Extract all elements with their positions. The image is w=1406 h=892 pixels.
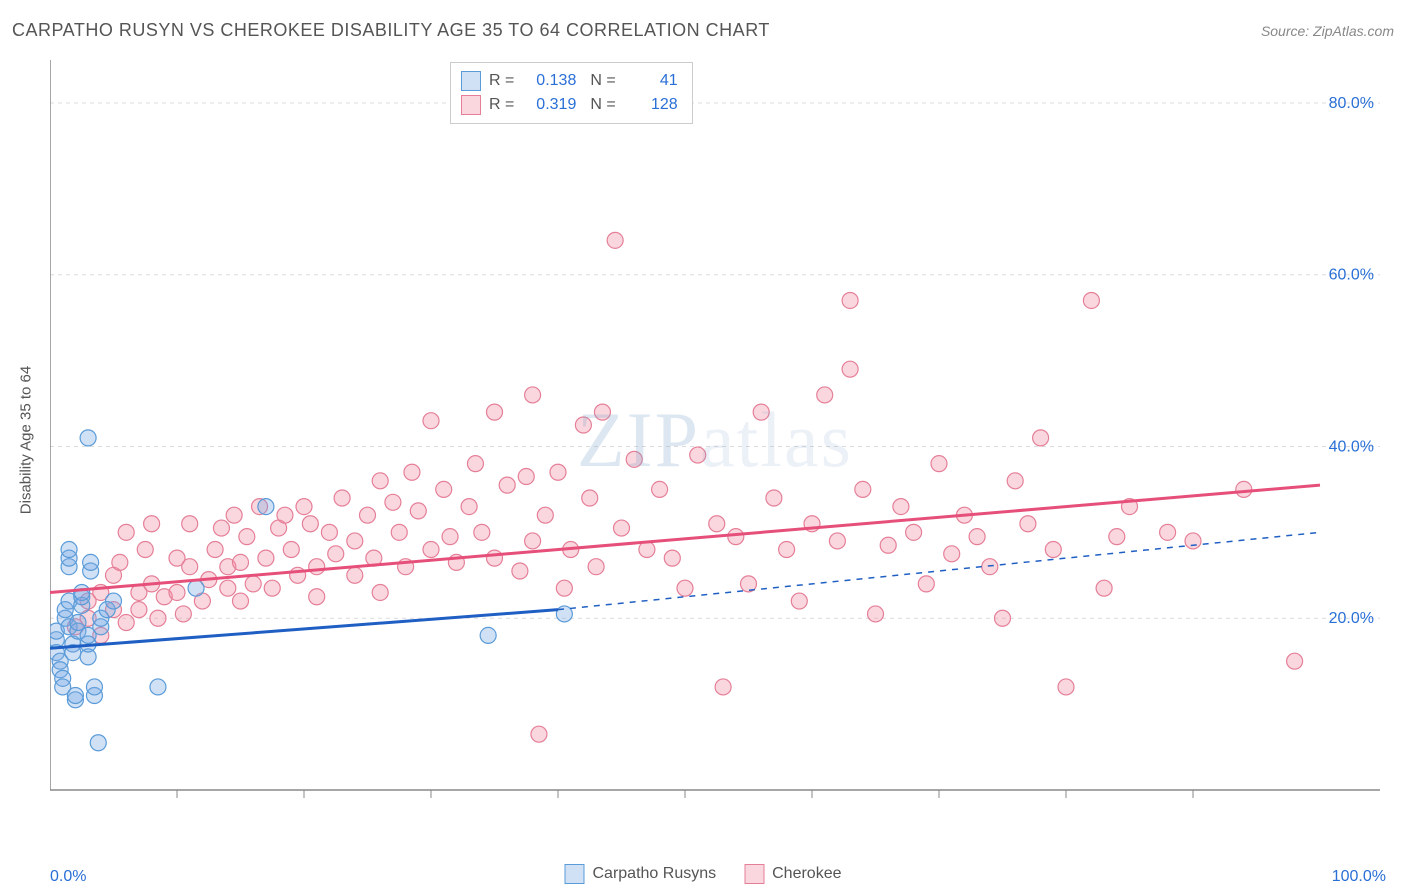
chart-title: CARPATHO RUSYN VS CHEROKEE DISABILITY AG… bbox=[12, 20, 770, 41]
correlation-stats-box: R = 0.138 N = 41 R = 0.319 N = 128 bbox=[450, 62, 693, 124]
stats-n-value: 41 bbox=[624, 69, 678, 93]
stats-row: R = 0.138 N = 41 bbox=[461, 69, 678, 93]
legend-label: Carpatho Rusyns bbox=[593, 865, 717, 883]
legend-swatch bbox=[565, 864, 585, 884]
x-axis-min-label: 0.0% bbox=[50, 868, 86, 886]
legend-label: Cherokee bbox=[772, 865, 841, 883]
svg-text:40.0%: 40.0% bbox=[1329, 438, 1374, 455]
legend-item: Carpatho Rusyns bbox=[565, 864, 717, 884]
stats-swatch bbox=[461, 95, 481, 115]
chart-source: Source: ZipAtlas.com bbox=[1261, 23, 1394, 39]
legend: Carpatho Rusyns Cherokee bbox=[565, 864, 842, 884]
stats-r-value: 0.319 bbox=[522, 93, 576, 117]
chart-area: Disability Age 35 to 64 20.0%40.0%60.0%8… bbox=[50, 60, 1380, 820]
stats-row: R = 0.319 N = 128 bbox=[461, 93, 678, 117]
y-axis-label: Disability Age 35 to 64 bbox=[18, 366, 35, 514]
stats-n-value: 128 bbox=[624, 93, 678, 117]
svg-text:80.0%: 80.0% bbox=[1329, 95, 1374, 112]
svg-text:20.0%: 20.0% bbox=[1329, 610, 1374, 627]
stats-r-value: 0.138 bbox=[522, 69, 576, 93]
stats-swatch bbox=[461, 71, 481, 91]
chart-header: CARPATHO RUSYN VS CHEROKEE DISABILITY AG… bbox=[12, 20, 1394, 41]
stats-r-label: R = bbox=[489, 69, 514, 93]
legend-swatch bbox=[744, 864, 764, 884]
stats-n-label: N = bbox=[590, 69, 615, 93]
legend-item: Cherokee bbox=[744, 864, 841, 884]
x-axis-max-label: 100.0% bbox=[1332, 868, 1386, 886]
stats-n-label: N = bbox=[590, 93, 615, 117]
svg-text:60.0%: 60.0% bbox=[1329, 267, 1374, 284]
scatter-plot: 20.0% 40.0% 60.0% 80.0% bbox=[50, 60, 1380, 820]
stats-r-label: R = bbox=[489, 93, 514, 117]
